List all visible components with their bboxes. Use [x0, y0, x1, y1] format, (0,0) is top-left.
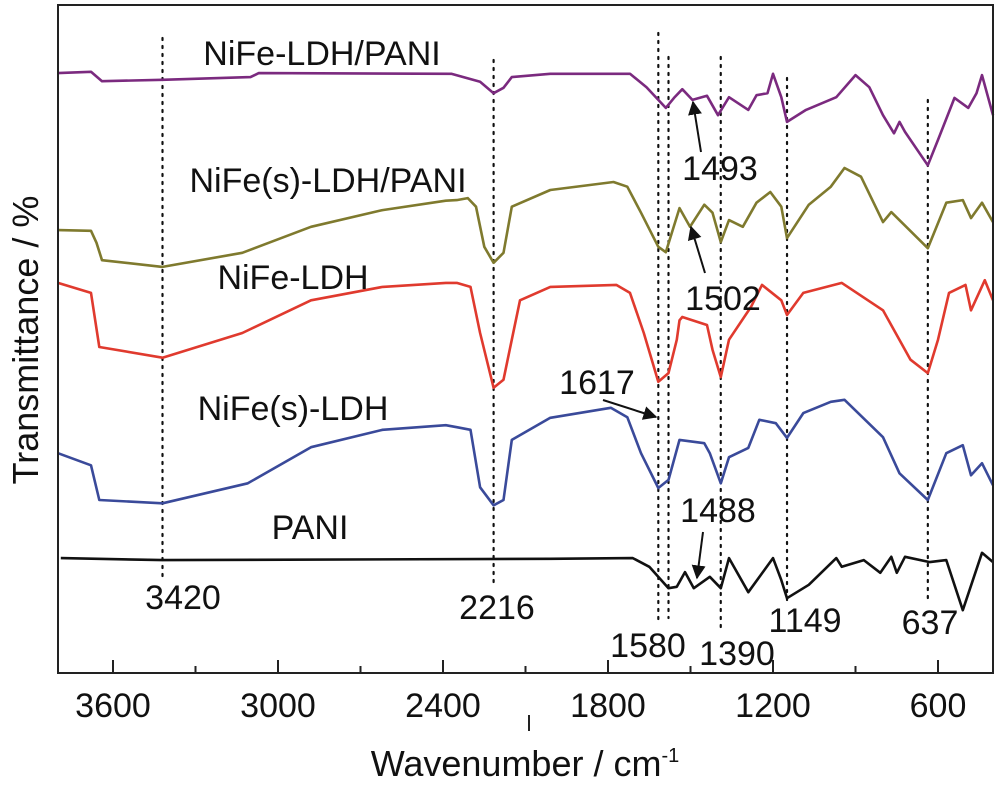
- series-line-nife-ldh-pani: [57, 70, 995, 167]
- annotation-3420: 3420: [145, 579, 221, 617]
- x-tick-label: 1800: [570, 687, 646, 725]
- x-axis-ticks: [112, 660, 939, 673]
- series-label-nifes-ldh: NiFe(s)-LDH: [198, 390, 389, 428]
- x-tick-label: 3000: [240, 687, 316, 725]
- x-axis-title: Wavenumber / cm-1: [371, 743, 680, 784]
- series-label-pani: PANI: [272, 509, 349, 547]
- annotation-1617: 1617: [559, 364, 635, 402]
- annotation-1580: 1580: [610, 627, 686, 665]
- annotation-1493: 1493: [682, 150, 758, 188]
- x-tick-label: 2400: [405, 687, 481, 725]
- annotation-2216: 2216: [459, 589, 535, 627]
- arrow-1617: [602, 399, 658, 420]
- x-tick-label: 3600: [75, 687, 151, 725]
- arrow-1502: [687, 225, 706, 274]
- x-tick-labels: 3600 3000 2400 1800 1200 600: [75, 687, 966, 725]
- series-line-nife-s-ldh-pani: [57, 166, 995, 269]
- x-axis-title-text: Wavenumber / cm: [371, 743, 662, 784]
- series-label-nife-ldh: NiFe-LDH: [217, 259, 368, 297]
- annotation-1488: 1488: [680, 492, 756, 530]
- series-label-nife-ldh-pani: NiFe-LDH/PANI: [203, 35, 440, 73]
- arrow-1488: [691, 531, 706, 580]
- annotation-1149: 1149: [768, 602, 841, 640]
- annotation-1390: 1390: [699, 635, 775, 673]
- x-tick-label: 600: [910, 687, 967, 725]
- x-axis-title-superscript: -1: [661, 745, 679, 767]
- x-tick-label: 1200: [735, 687, 811, 725]
- series-group: [57, 70, 995, 612]
- series-line-pani: [60, 551, 994, 612]
- series-line-nife-ldh: [57, 278, 995, 390]
- series-line-nife-s-ldh: [57, 398, 995, 507]
- annotation-1502: 1502: [685, 280, 761, 318]
- series-label-nifes-ldh-pani: NiFe(s)-LDH/PANI: [189, 162, 466, 200]
- y-axis-title: Transmittance / %: [5, 196, 46, 485]
- plot-frame: [57, 4, 994, 674]
- arrow-1493: [688, 100, 702, 153]
- annotation-637: 637: [902, 604, 959, 642]
- reference-lines: [161, 31, 929, 634]
